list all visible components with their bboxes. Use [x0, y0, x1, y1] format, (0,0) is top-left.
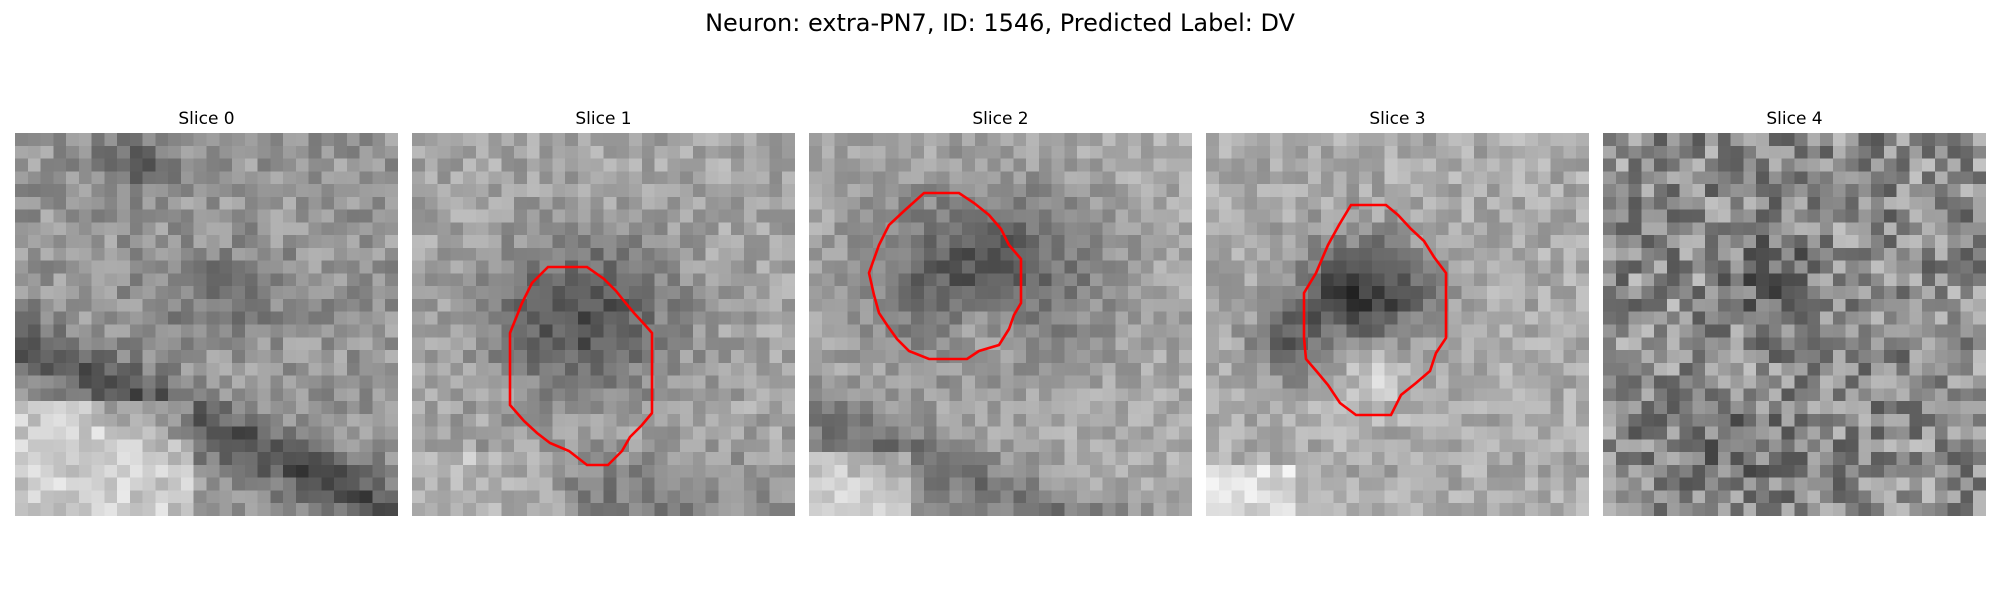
slice-panel-2: Slice 2: [809, 108, 1192, 516]
figure-title: Neuron: extra-PN7, ID: 1546, Predicted L…: [705, 9, 1295, 37]
slice-image-3: [1206, 133, 1589, 516]
grayscale-patch: [1206, 133, 1589, 516]
grayscale-patch: [412, 133, 795, 516]
grayscale-patch: [809, 133, 1192, 516]
slice-title: Slice 3: [1369, 109, 1426, 129]
slice-title: Slice 0: [178, 109, 235, 129]
slice-panel-1: Slice 1: [412, 108, 795, 516]
grayscale-patch: [1603, 133, 1986, 516]
slice-image-0: [15, 133, 398, 516]
slice-panel-4: Slice 4: [1603, 108, 1986, 516]
slice-title: Slice 1: [575, 109, 632, 129]
slice-title: Slice 2: [972, 109, 1029, 129]
slice-image-1: [412, 133, 795, 516]
grayscale-patch: [15, 133, 398, 516]
segmentation-contour: [1302, 203, 1448, 417]
slice-image-2: [809, 133, 1192, 516]
segmentation-contour: [867, 191, 1023, 361]
slice-panel-0: Slice 0: [15, 108, 398, 516]
segmentation-contour: [508, 265, 654, 467]
slice-panel-3: Slice 3: [1206, 108, 1589, 516]
slice-title: Slice 4: [1766, 109, 1823, 129]
slice-image-4: [1603, 133, 1986, 516]
